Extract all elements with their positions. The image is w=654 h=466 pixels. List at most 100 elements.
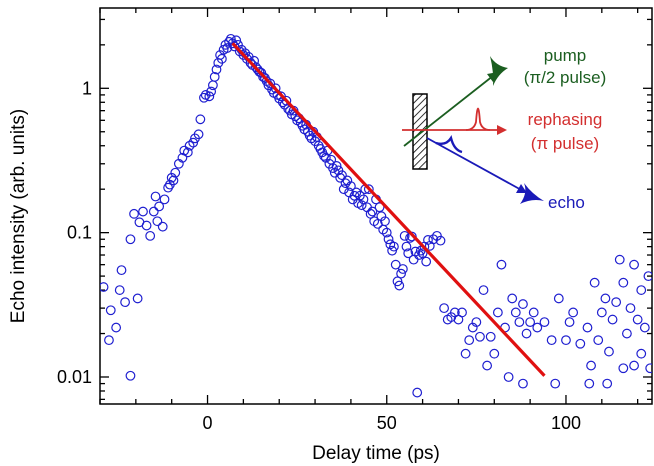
fit-line <box>231 42 546 377</box>
data-points <box>100 33 652 398</box>
data-point <box>111 322 122 333</box>
data-point <box>408 254 419 265</box>
data-point <box>182 147 193 158</box>
data-point <box>168 175 179 186</box>
pump-beam <box>403 71 499 147</box>
data-point <box>383 234 394 245</box>
data-point <box>396 268 406 279</box>
data-point <box>568 307 579 318</box>
data-point <box>389 241 399 252</box>
data-point <box>105 305 116 316</box>
data-point <box>435 235 446 246</box>
data-point <box>372 218 383 229</box>
data-point <box>188 137 199 148</box>
data-point <box>532 322 543 333</box>
data-point <box>518 299 528 309</box>
data-point <box>367 206 378 217</box>
pump-label: pump <box>544 46 587 65</box>
rephasing-pulse-label: (π pulse) <box>531 134 599 153</box>
data-point <box>399 230 410 241</box>
sample-plate <box>412 93 428 170</box>
data-point <box>211 64 222 75</box>
pump-detector-icon <box>490 56 508 86</box>
rephasing-arrowhead <box>497 125 507 135</box>
data-point <box>611 297 622 308</box>
data-point <box>138 206 148 217</box>
data-point <box>528 307 539 318</box>
data-point <box>439 303 450 314</box>
data-point <box>614 254 625 265</box>
data-point <box>629 259 639 270</box>
data-point <box>575 338 586 349</box>
data-point <box>356 200 367 211</box>
data-point <box>335 172 346 183</box>
data-point <box>514 317 525 328</box>
data-point <box>374 202 385 213</box>
data-point <box>625 303 636 314</box>
data-point <box>607 314 618 325</box>
x-tick-label: 0 <box>203 413 213 433</box>
data-point <box>492 307 503 318</box>
data-point <box>593 335 604 346</box>
data-point <box>589 277 600 288</box>
data-point <box>116 265 127 276</box>
plot-frame <box>99 7 653 405</box>
data-point <box>496 259 507 270</box>
data-point <box>209 71 220 82</box>
y-tick-label: 1 <box>82 78 92 98</box>
data-point <box>380 216 390 227</box>
y-axis: 0.01 0.1 1 <box>57 18 652 401</box>
data-point <box>482 360 493 371</box>
data-point <box>157 221 168 232</box>
data-point <box>475 331 485 342</box>
data-point <box>600 293 611 304</box>
echo-label: echo <box>548 193 585 212</box>
data-point <box>177 152 188 163</box>
data-point <box>645 363 652 374</box>
y-tick-label: 0.1 <box>67 223 92 243</box>
data-point <box>410 246 421 257</box>
exponential-fit-line <box>231 42 546 377</box>
x-tick-label: 100 <box>551 413 581 433</box>
data-point <box>204 91 215 102</box>
rephasing-label: rephasing <box>528 110 603 129</box>
data-point <box>518 378 528 389</box>
data-point <box>489 348 500 359</box>
data-point <box>331 161 342 171</box>
data-point <box>193 129 204 140</box>
data-point <box>270 83 281 94</box>
data-point <box>199 92 209 103</box>
data-point <box>550 378 561 389</box>
y-tick-label: 0.01 <box>57 367 92 387</box>
rephasing-pulse-icon <box>465 107 491 131</box>
data-point <box>362 202 372 213</box>
data-point <box>141 220 152 231</box>
data-point <box>363 184 374 195</box>
data-point <box>252 64 263 75</box>
data-point <box>423 235 433 245</box>
data-point <box>358 194 369 205</box>
y-axis-title: Echo intensity (arb. units) <box>8 109 29 323</box>
data-point <box>394 280 405 291</box>
data-point <box>234 46 245 57</box>
data-point <box>148 206 159 217</box>
data-point <box>643 271 652 281</box>
data-point <box>354 190 365 201</box>
data-point <box>632 314 643 325</box>
data-point <box>390 259 401 270</box>
data-point <box>170 167 181 178</box>
data-point <box>154 201 165 212</box>
data-point <box>376 211 387 222</box>
data-point <box>159 194 170 205</box>
data-point <box>457 307 467 318</box>
data-point <box>351 187 362 198</box>
data-point <box>145 230 156 241</box>
data-point <box>152 216 163 227</box>
echo-beam <box>426 137 526 193</box>
data-point <box>397 264 408 274</box>
x-tick-label: 50 <box>377 413 397 433</box>
data-point <box>392 276 403 287</box>
data-point <box>503 372 514 382</box>
data-point <box>166 172 177 183</box>
